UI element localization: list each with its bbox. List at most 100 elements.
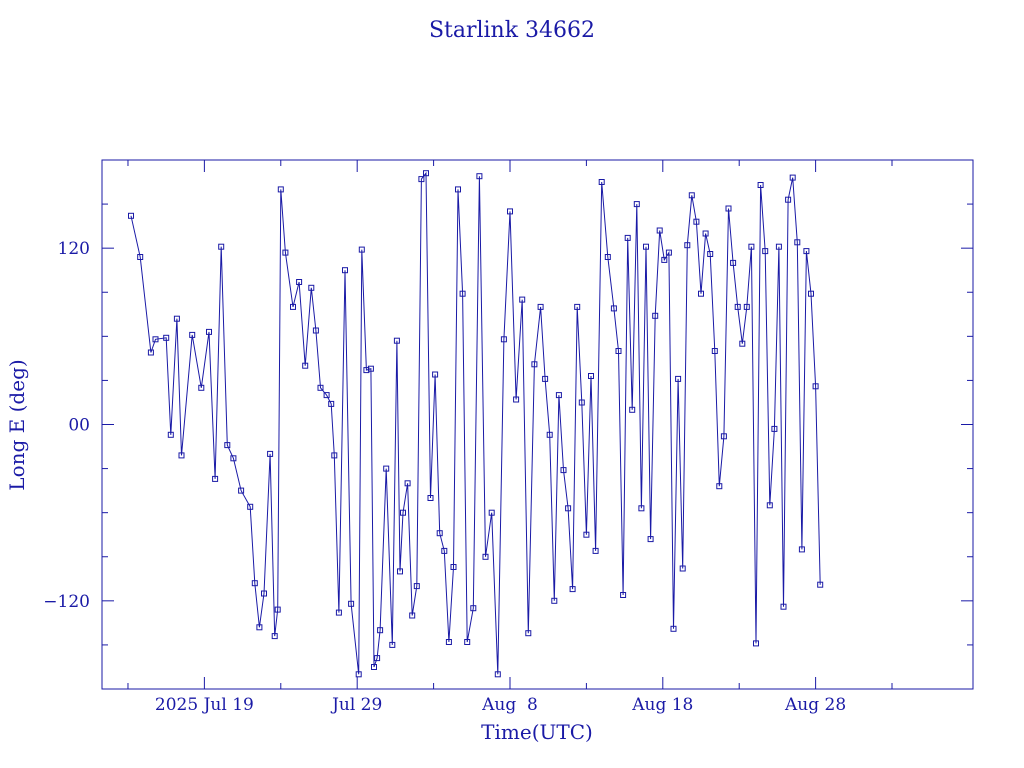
data-point: [598, 179, 605, 185]
data-point: [743, 303, 750, 310]
data-point: [212, 475, 219, 482]
x-axis-label: Time(UTC): [481, 720, 593, 744]
data-point: [374, 655, 381, 662]
data-point: [620, 592, 627, 598]
data-point: [256, 624, 263, 631]
data-point: [427, 495, 434, 501]
data-point: [766, 502, 773, 509]
data-point: [296, 279, 303, 285]
data-point: [290, 303, 296, 310]
data-point: [588, 373, 594, 379]
data-point: [413, 583, 420, 590]
data-point: [400, 509, 406, 516]
data-point: [218, 243, 225, 250]
data-point: [432, 371, 439, 378]
data-point: [267, 450, 274, 457]
data-point: [450, 564, 457, 570]
data-point: [383, 465, 390, 472]
data-point: [574, 303, 581, 310]
data-point: [251, 580, 258, 587]
data-point: [537, 303, 544, 310]
data-point: [675, 375, 682, 382]
data-point: [147, 349, 154, 356]
data-point: [757, 182, 764, 188]
data-point: [812, 383, 819, 390]
data-point: [656, 227, 663, 234]
data-point: [565, 505, 572, 512]
plot-area: 2025 Jul 19 Jul 29 Aug 8 Aug 18 Aug 28 −120 0…: [43, 160, 973, 715]
data-point: [470, 605, 477, 612]
data-point: [476, 173, 483, 180]
data-point: [137, 254, 144, 260]
data-point: [525, 630, 532, 637]
data-point: [542, 375, 549, 382]
x-axis-ticks: 2025 Jul 19 Jul 29 Aug 8 Aug 18 Aug 28: [155, 160, 846, 715]
data-point: [753, 640, 759, 647]
data-point: [578, 399, 585, 406]
data-point: [331, 452, 338, 459]
data-point: [688, 192, 695, 199]
data-point: [389, 641, 396, 648]
data-point: [684, 242, 691, 249]
data-point: [464, 639, 471, 645]
data-point: [271, 633, 278, 640]
data-point: [494, 671, 501, 678]
data-point: [409, 612, 416, 619]
data-point: [569, 586, 576, 593]
y-tick-label: 120: [58, 239, 90, 259]
data-point: [513, 396, 520, 403]
data-point: [652, 312, 659, 319]
data-point: [342, 267, 348, 274]
y-tick-label: −120: [43, 592, 90, 612]
data-point: [679, 565, 686, 572]
data-point: [531, 361, 538, 368]
data-point: [247, 503, 254, 510]
data-point: [624, 234, 631, 241]
data-point: [355, 671, 362, 678]
data-point: [323, 392, 330, 399]
data-point: [423, 170, 429, 177]
data-point: [780, 603, 787, 610]
data-point: [670, 625, 677, 632]
data-point: [128, 212, 134, 219]
x-tick-label: 2025 Jul 19: [155, 695, 254, 715]
data-point: [604, 254, 611, 260]
data-point: [224, 442, 231, 449]
data-point: [720, 433, 727, 440]
data-point: [455, 186, 461, 193]
data-point: [328, 400, 335, 407]
data-point: [507, 208, 513, 215]
data-point: [803, 248, 810, 255]
minor-ticks: [102, 160, 973, 689]
data-point: [771, 425, 778, 432]
data-point: [583, 531, 590, 538]
data-point: [762, 248, 769, 255]
data-point: [488, 509, 495, 516]
data-point: [519, 296, 526, 303]
x-tick-label: Aug 18: [631, 695, 693, 715]
data-point: [789, 174, 796, 181]
series-layer: [128, 170, 824, 678]
data-point: [167, 431, 174, 438]
x-tick-label: Aug 8: [481, 695, 538, 715]
data-point: [711, 348, 718, 354]
data-point: [716, 483, 723, 490]
series-line: [130, 171, 821, 675]
data-point: [633, 201, 640, 208]
data-point: [643, 243, 649, 250]
data-point: [436, 530, 443, 537]
data-point: [367, 365, 374, 372]
data-point: [302, 362, 309, 369]
data-point: [647, 536, 654, 543]
data-point: [702, 230, 709, 237]
data-point: [739, 340, 746, 347]
data-point: [189, 331, 196, 338]
data-point: [404, 480, 411, 487]
data-point: [546, 431, 553, 438]
data-point: [277, 186, 284, 193]
data-point: [358, 246, 365, 253]
data-point: [808, 290, 814, 297]
data-point: [230, 455, 237, 462]
chart-title: Starlink 34662: [429, 18, 595, 43]
